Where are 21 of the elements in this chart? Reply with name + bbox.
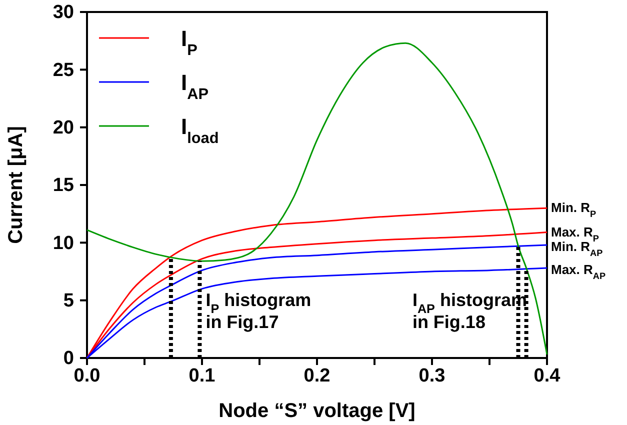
x-tick-label: 0.0 — [74, 365, 100, 386]
text: Max. R$_{AP}$ — [551, 262, 606, 282]
y-tick-label: 30 — [52, 2, 74, 24]
y-tick-label: 15 — [52, 175, 74, 196]
y-axis-title: Current [μA] — [5, 126, 27, 244]
y-tick-label: 20 — [52, 117, 74, 138]
legend-label: I$_{AP}$ — [181, 70, 209, 102]
text: Min. R$_{P}$ — [551, 200, 596, 220]
annotation: I$_{AP}$ histogram in Fig.18 — [412, 290, 527, 332]
y-tick-label: 25 — [52, 60, 74, 81]
y-tick-label: 10 — [52, 232, 74, 254]
x-axis-title: Node “S” voltage [V] — [218, 400, 416, 422]
x-tick-label: 0.1 — [188, 365, 216, 386]
y-tick-label: 5 — [63, 290, 74, 312]
legend-label: I$_{load}$ — [181, 114, 219, 146]
y-tick-label: 0 — [63, 348, 74, 370]
x-tick-label: 0.2 — [304, 365, 330, 386]
x-tick-label: 0.3 — [418, 365, 446, 386]
x-tick-label: 0.4 — [534, 365, 561, 386]
legend-label: I$_{P}$ — [181, 26, 198, 58]
annotation: I$_{P}$ histogram in Fig.17 — [206, 290, 312, 332]
